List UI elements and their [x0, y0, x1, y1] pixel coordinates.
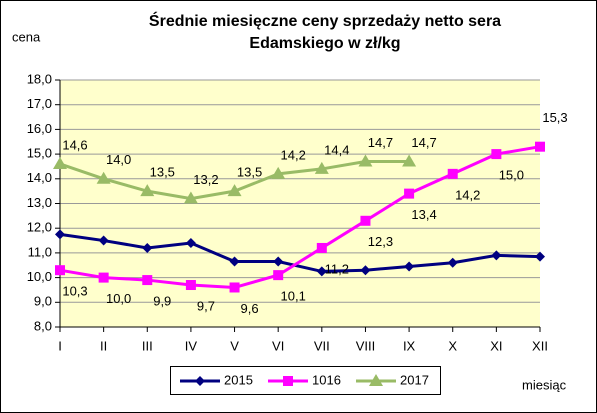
data-label: 14,4	[324, 142, 349, 157]
series-line	[59, 145, 541, 289]
data-label: 14,7	[368, 135, 393, 150]
marker	[447, 257, 458, 268]
x-tick-label: X	[448, 338, 457, 353]
x-tick-label: VI	[272, 338, 284, 353]
marker	[535, 251, 545, 262]
marker	[53, 156, 67, 169]
data-label: 13,2	[193, 172, 218, 187]
marker	[55, 229, 65, 240]
x-tick-label: IX	[403, 338, 416, 353]
marker	[55, 265, 65, 276]
x-tick-label: II	[100, 338, 107, 353]
y-tick-label: 15,0	[27, 146, 52, 161]
marker	[185, 280, 196, 291]
x-tick-label: III	[142, 338, 153, 353]
marker	[402, 154, 417, 167]
x-axis-label: miesiąc	[522, 377, 567, 392]
y-tick-label: 13,0	[27, 195, 52, 210]
legend-label: 1016	[312, 372, 341, 387]
data-label: 12,3	[368, 234, 393, 249]
series-line	[59, 232, 541, 273]
x-tick-label: VIII	[356, 338, 376, 353]
marker	[404, 188, 415, 199]
marker	[140, 184, 155, 197]
marker	[142, 242, 153, 253]
legend-label: 2015	[224, 372, 253, 387]
marker	[447, 168, 458, 179]
data-label: 11,2	[325, 261, 349, 276]
marker	[273, 256, 284, 267]
x-tick-label: IV	[185, 338, 198, 353]
marker	[404, 261, 415, 272]
y-tick-label: 8,0	[34, 318, 52, 333]
y-tick-label: 16,0	[27, 121, 52, 136]
y-tick-label: 10,0	[27, 269, 52, 284]
data-label: 10,1	[281, 289, 306, 304]
data-label: 14,6	[62, 137, 87, 152]
data-label: 10,0	[106, 291, 131, 306]
marker	[185, 238, 196, 249]
marker	[358, 154, 373, 167]
marker	[491, 149, 502, 160]
chart-title: Edamskiego w zł/kg	[249, 35, 400, 52]
data-label: 15,0	[499, 168, 524, 183]
marker	[316, 242, 327, 253]
marker	[283, 376, 293, 386]
marker	[535, 141, 545, 152]
data-label: 13,5	[150, 165, 175, 180]
data-label: 14,2	[455, 187, 480, 202]
marker	[369, 374, 383, 386]
data-label: 15,3	[542, 110, 567, 125]
marker	[360, 215, 371, 226]
marker	[360, 265, 371, 276]
data-label: 14,7	[411, 135, 436, 150]
marker	[227, 184, 242, 197]
x-tick-label: V	[230, 338, 239, 353]
marker	[271, 166, 286, 179]
y-tick-label: 12,0	[27, 220, 52, 235]
data-label: 14,0	[106, 152, 131, 167]
x-tick-label: XI	[490, 338, 502, 353]
data-label: 9,7	[197, 298, 215, 313]
data-label: 10,3	[62, 284, 87, 299]
y-tick-label: 17,0	[27, 96, 52, 111]
data-label: 9,6	[241, 301, 259, 316]
data-label: 13,4	[411, 207, 436, 222]
x-tick-label: XII	[532, 338, 548, 353]
marker	[98, 272, 109, 283]
marker	[229, 256, 240, 267]
data-label: 9,9	[153, 294, 171, 309]
marker	[98, 235, 109, 246]
y-tick-label: 18,0	[27, 71, 52, 86]
x-tick-label: VII	[314, 338, 330, 353]
y-tick-label: 9,0	[34, 294, 52, 309]
marker	[183, 191, 198, 204]
marker	[229, 282, 240, 293]
marker	[142, 275, 153, 286]
marker	[314, 161, 329, 174]
data-label: 13,5	[237, 165, 262, 180]
marker	[316, 266, 327, 277]
legend-label: 2017	[400, 372, 429, 387]
x-tick-label: I	[58, 338, 62, 353]
chart-title: Średnie miesięczne ceny sprzedaży netto …	[149, 11, 501, 30]
data-label: 14,2	[281, 147, 306, 162]
marker	[273, 270, 284, 281]
marker	[195, 376, 205, 386]
y-tick-label: 14,0	[27, 170, 52, 185]
marker	[491, 250, 502, 261]
marker	[96, 171, 111, 184]
y-tick-label: 11,0	[28, 244, 52, 259]
y-axis-label: cena	[12, 29, 41, 44]
